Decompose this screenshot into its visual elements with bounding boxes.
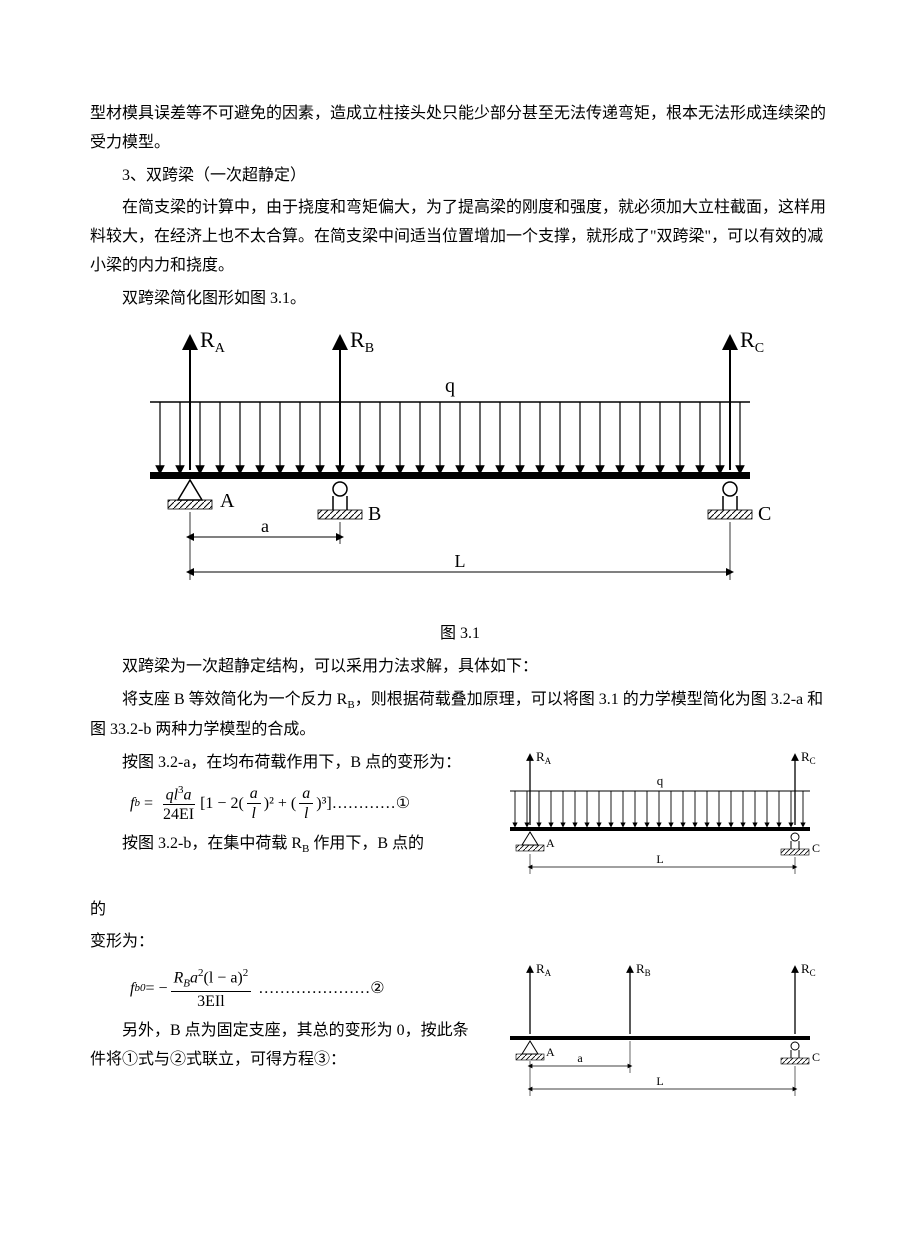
formula-2: fb0 = − RBa2(l − a)2 3EIl ………………… ② — [130, 967, 480, 1011]
paragraph-7a: 按图 3.2-b，在集中荷载 RB 作用下，B 点的 — [90, 830, 480, 860]
svg-text:C: C — [812, 1050, 820, 1064]
svg-text:a: a — [577, 1051, 583, 1065]
svg-text:A: A — [220, 490, 235, 512]
svg-text:A: A — [546, 836, 555, 850]
paragraph-4: 双跨梁为一次超静定结构，可以采用力法求解，具体如下： — [90, 653, 830, 682]
paragraph-1: 型材模具误差等不可避免的因素，造成立柱接头处只能少部分甚至无法传递弯矩，根本无法… — [90, 100, 830, 158]
paragraph-6: 按图 3.2-a，在均布荷载作用下，B 点的变形为： — [90, 749, 480, 778]
paragraph-5: 将支座 B 等效简化为一个反力 RB，则根据荷载叠加原理，可以将图 3.1 的力… — [90, 686, 830, 745]
paragraph-7c: 变形为： — [90, 928, 830, 957]
svg-text:RB: RB — [636, 961, 651, 978]
paragraph-8: 另外，B 点为固定支座，其总的变形为 0，按此条件将①式与②式联立，可得方程③： — [90, 1017, 480, 1075]
svg-text:q: q — [657, 773, 664, 788]
paragraph-7b: 的 — [90, 896, 830, 925]
svg-text:RC: RC — [801, 749, 816, 766]
svg-text:L: L — [455, 551, 466, 571]
svg-text:A: A — [546, 1045, 555, 1059]
svg-text:RA: RA — [200, 327, 226, 356]
beam-diagram-3-2b: RA RB RC A C a L — [490, 961, 830, 1111]
svg-text:C: C — [758, 503, 771, 525]
svg-text:RC: RC — [801, 961, 816, 978]
paragraph-3: 双跨梁简化图形如图 3.1。 — [90, 285, 830, 314]
q-label: q — [445, 375, 455, 397]
beam-diagram-3-1: q RA RB RC A B C a L — [90, 322, 790, 602]
svg-text:L: L — [656, 852, 663, 866]
beam-diagram-3-2a: q RA RC A C L — [490, 749, 830, 889]
svg-text:C: C — [812, 841, 820, 855]
svg-text:RC: RC — [740, 327, 764, 356]
heading-3: 3、双跨梁（一次超静定） — [90, 162, 830, 191]
paragraph-2: 在简支梁的计算中，由于挠度和弯矩偏大，为了提高梁的刚度和强度，就必须加大立柱截面… — [90, 194, 830, 280]
svg-text:a: a — [261, 516, 269, 536]
svg-text:RA: RA — [536, 961, 552, 978]
formula-1: fb = ql3a 24EI [1 − 2( al )² + ( al )³] … — [130, 784, 480, 825]
figure-3-1: q RA RB RC A B C a L — [90, 322, 830, 613]
figure-3-1-caption: 图 3.1 — [90, 620, 830, 649]
svg-text:RB: RB — [350, 327, 374, 356]
svg-text:RA: RA — [536, 749, 552, 766]
svg-text:B: B — [368, 503, 381, 525]
svg-text:L: L — [656, 1074, 663, 1088]
